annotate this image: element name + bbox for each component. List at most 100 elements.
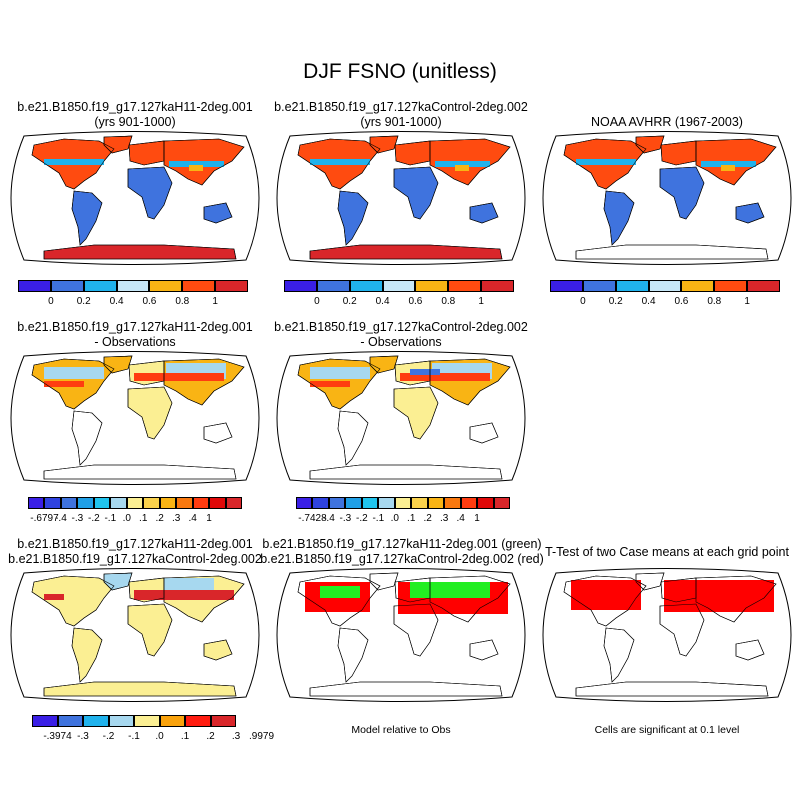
panel-title-line1: b.e21.B1850.f19_g17.127kaH11-2deg.001 (g… bbox=[262, 537, 542, 551]
colorbar-swatch bbox=[185, 715, 211, 727]
colorbar-tick-label: 0 bbox=[580, 296, 586, 307]
colorbar-tick-label: 0.4 bbox=[375, 296, 390, 307]
green-significance-band bbox=[410, 582, 490, 598]
colorbar-swatch bbox=[747, 280, 780, 292]
map-outline bbox=[276, 351, 526, 485]
colorbar-swatch bbox=[382, 280, 416, 292]
colorbar-tick-label: -.3974 bbox=[43, 731, 72, 742]
colorbar-swatch bbox=[296, 497, 313, 509]
continent-antarctica bbox=[43, 244, 237, 260]
colorbar-swatch bbox=[582, 280, 616, 292]
positive-anomaly-band bbox=[44, 381, 84, 387]
coastline-africa bbox=[393, 603, 439, 657]
coastline-greenland bbox=[103, 355, 133, 374]
colorbar-swatch bbox=[284, 280, 317, 292]
colorbar-swatch bbox=[28, 497, 45, 509]
continent-africa bbox=[659, 166, 705, 220]
panel-title-casediff: b.e21.B1850.f19_g17.127kaH11-2deg.001 b.… bbox=[4, 537, 266, 567]
colorbar-tick-label: .4 bbox=[456, 513, 465, 524]
colorbar-tick-label: -.4 bbox=[323, 513, 335, 524]
colorbar-tick-label: .3 bbox=[171, 513, 181, 524]
continent-africa bbox=[393, 386, 439, 440]
panel-title-line1: b.e21.B1850.f19_g17.127kaH11-2deg.001 bbox=[17, 320, 253, 334]
coastline-antarctica bbox=[575, 681, 769, 697]
coastline-antarctica bbox=[43, 464, 237, 480]
colorbar-tick-label: -.6797 bbox=[30, 513, 59, 524]
colorbar-swatch bbox=[134, 715, 160, 727]
panel-title-line2: (yrs 901-1000) bbox=[94, 115, 176, 129]
colorbar-swatch bbox=[411, 497, 428, 509]
colorbar-tick-label: -.2 bbox=[356, 513, 368, 524]
coastline-namerica bbox=[31, 138, 115, 190]
colorbar-swatch bbox=[648, 280, 682, 292]
coastline-antarctica bbox=[575, 244, 769, 260]
coastline-europe bbox=[128, 360, 165, 386]
continent-antarctica bbox=[43, 464, 237, 480]
coastline-samerica bbox=[337, 410, 369, 466]
colorbar-swatch bbox=[143, 497, 160, 509]
colorbar-swatch bbox=[50, 280, 84, 292]
coastline-namerica bbox=[563, 575, 647, 627]
colorbar-tick-label: .2 bbox=[423, 513, 432, 524]
map-outline bbox=[542, 131, 792, 265]
map-panel-case1 bbox=[10, 131, 260, 265]
colorbar-tick-label: -.1 bbox=[372, 513, 385, 524]
continent-africa bbox=[127, 386, 173, 440]
coastline-africa bbox=[659, 603, 705, 657]
positive-anomaly-band bbox=[44, 594, 64, 600]
colorbar-diff2: -.7428 -.4 -.3 -.2 -.1 .0 .1 .2 .3 .4 1 bbox=[296, 497, 510, 527]
panel-title-line2: b.e21.B1850.f19_g17.127kaControl-2deg.00… bbox=[260, 552, 544, 566]
colorbar-swatch bbox=[493, 497, 510, 509]
coastline-asia bbox=[163, 358, 245, 406]
colorbar-tick-label: .1 bbox=[139, 513, 148, 524]
significant-cells bbox=[571, 580, 641, 610]
map-content bbox=[297, 355, 511, 480]
map-content bbox=[297, 135, 511, 260]
colorbar-tick-label: 0.6 bbox=[408, 296, 423, 307]
colorbar-swatch bbox=[60, 497, 78, 509]
snow-transition-band bbox=[310, 159, 370, 165]
colorbar-tick-label: -.3 bbox=[71, 513, 84, 524]
panel-title-line1: b.e21.B1850.f19_g17.127kaH11-2deg.001 bbox=[17, 537, 253, 551]
coastline-antarctica bbox=[309, 464, 503, 480]
colorbar-swatch bbox=[192, 497, 210, 509]
colorbar-swatch bbox=[77, 497, 94, 509]
coastline-samerica bbox=[71, 190, 103, 246]
map-content bbox=[297, 572, 511, 697]
colorbar-tick-label: 1 bbox=[206, 513, 212, 524]
colorbar-tick-label: -.1 bbox=[128, 731, 140, 742]
map-content bbox=[563, 135, 777, 260]
colorbar-swatch bbox=[427, 497, 445, 509]
coastline-europe bbox=[660, 577, 697, 603]
panel-title-line1: b.e21.B1850.f19_g17.127kaControl-2deg.00… bbox=[274, 320, 528, 334]
colorbar-tick-label: 0 bbox=[314, 296, 320, 307]
colorbar-swatch bbox=[44, 497, 61, 509]
coastline-australia bbox=[203, 639, 233, 661]
colorbar-tick-label: -.2 bbox=[88, 513, 100, 524]
colorbar-swatch bbox=[83, 715, 109, 727]
continent-africa bbox=[127, 166, 173, 220]
negative-anomaly-band bbox=[310, 367, 370, 379]
colorbar-swatch bbox=[149, 280, 183, 292]
colorbar-tick-label: .3 bbox=[439, 513, 449, 524]
coastline-namerica bbox=[297, 138, 381, 190]
snow-transition-band bbox=[701, 161, 756, 167]
snow-transition-band bbox=[576, 159, 636, 165]
coastline-asia bbox=[163, 575, 245, 623]
panel-title-line2: - Observations bbox=[94, 335, 176, 349]
continent-antarctica bbox=[43, 681, 237, 697]
coastline-australia bbox=[735, 202, 765, 224]
map-content bbox=[31, 135, 245, 260]
coastline-australia bbox=[469, 639, 499, 661]
colorbar-swatch bbox=[32, 715, 58, 727]
coastline-greenland bbox=[635, 135, 665, 154]
colorbar-tick-label: 1 bbox=[212, 296, 218, 307]
continent-antarctica bbox=[309, 681, 503, 697]
colorbar-swatch bbox=[361, 497, 379, 509]
colorbar-diff1: -.6797 -.4 -.3 -.2 -.1 .0 .1 .2 .3 .4 1 bbox=[28, 497, 242, 527]
map-panel-ttest bbox=[542, 568, 792, 702]
significant-cells bbox=[664, 580, 774, 612]
colorbar-tick-label: -.2 bbox=[102, 731, 115, 742]
colorbar-swatch bbox=[316, 280, 350, 292]
map-outline bbox=[276, 131, 526, 265]
